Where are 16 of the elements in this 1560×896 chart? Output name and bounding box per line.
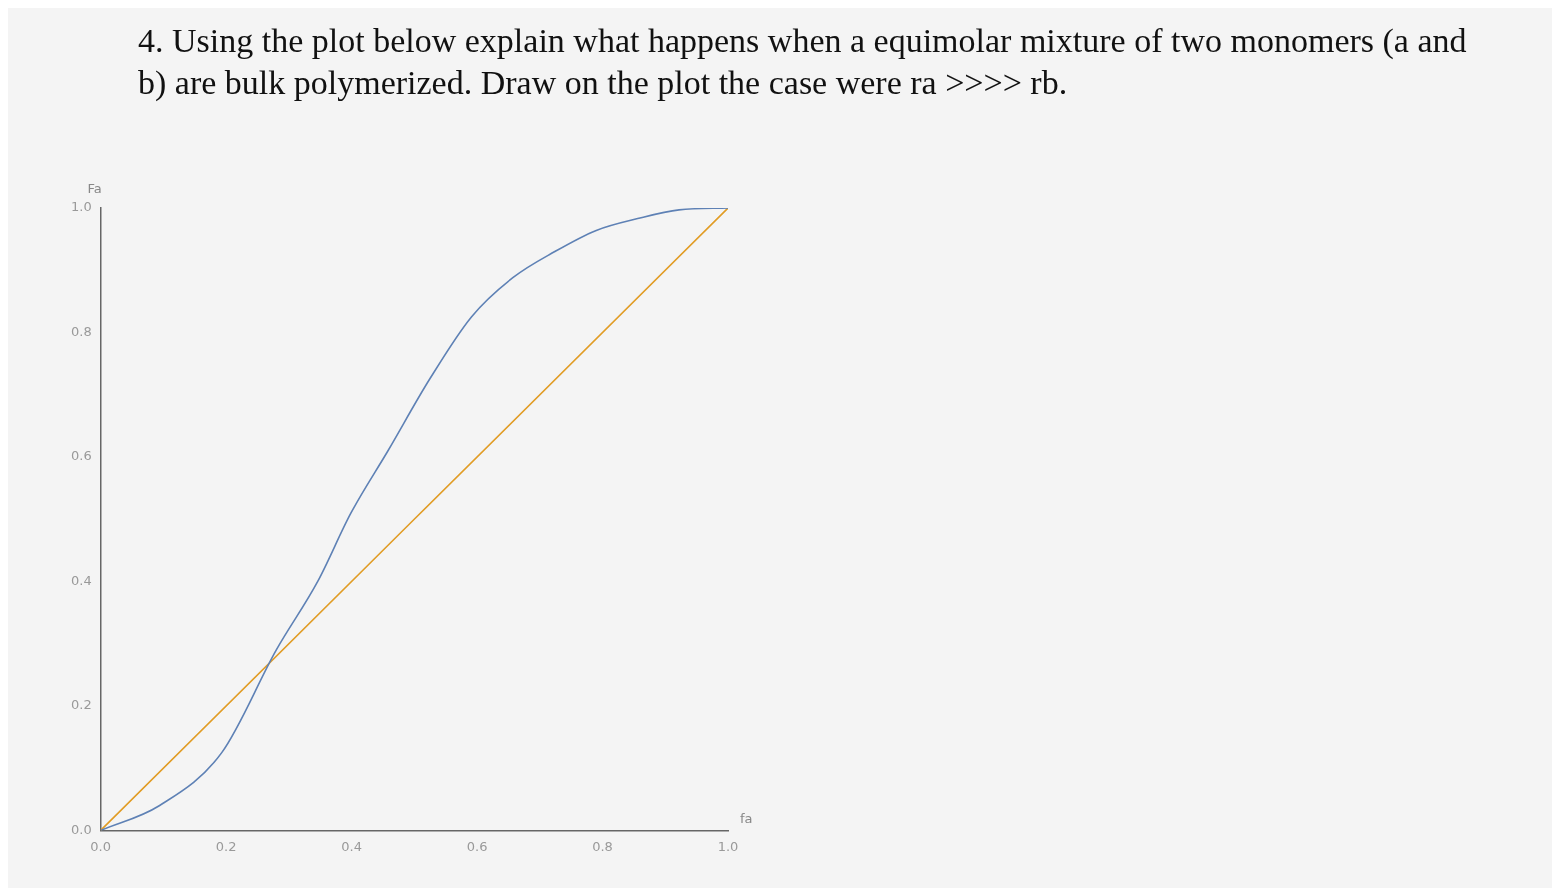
y-axis-title: Fa — [87, 180, 102, 196]
y-tick-label: 0.0 — [70, 821, 92, 837]
x-tick-label: 0.8 — [592, 838, 613, 854]
x-tick-label: 0.2 — [215, 838, 237, 854]
y-tick-label: 0.6 — [70, 448, 92, 464]
x-tick-label: 0.0 — [90, 838, 112, 854]
y-tick-label: 0.2 — [70, 697, 92, 713]
text: 4. Using the plot below explain what happens when a equimolar mixture of two monomers (a and b) are bulk polymerized. Draw on the plot the case were ra >>>> rb. — [138, 21, 1468, 103]
x-tick-label: 0.4 — [341, 838, 362, 854]
y-tick-label: 1.0 — [70, 199, 92, 215]
x-tick-label: 0.6 — [466, 838, 488, 854]
y-tick-label: 0.8 — [70, 323, 92, 339]
line-series — [100, 208, 728, 831]
x-axis-title: fa — [740, 811, 753, 827]
x-tick-label: 1.0 — [717, 838, 739, 854]
y-tick-label: 0.4 — [70, 572, 92, 588]
